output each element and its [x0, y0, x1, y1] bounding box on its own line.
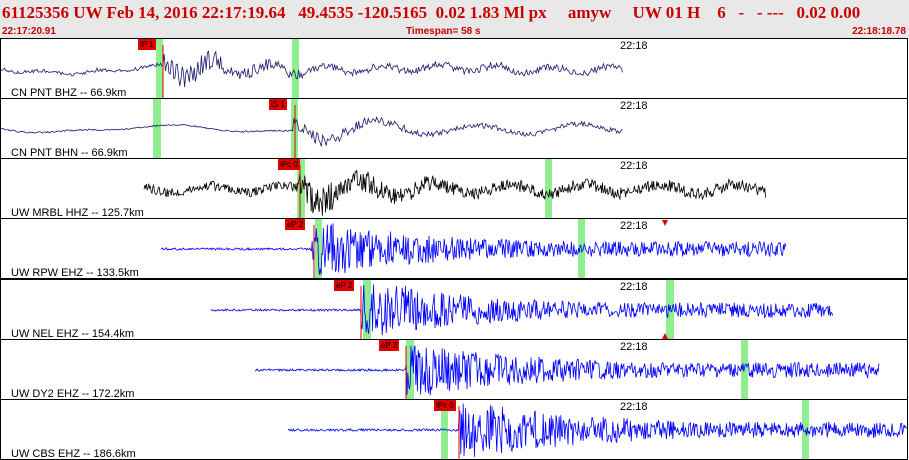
time-tick-label: 22:18 — [620, 40, 648, 52]
waveform-plot — [1, 99, 623, 158]
timespan-label: Timespan= 58 s — [406, 26, 481, 37]
pick-window — [406, 340, 414, 399]
end-time: 22:18:18.78 — [852, 26, 906, 37]
waveform-trace — [143, 169, 766, 216]
pick-window — [545, 159, 552, 218]
time-tick-label: 22:18 — [620, 341, 648, 353]
channel-label: CN PNT BHN -- 66.9km — [11, 147, 128, 159]
trace-panel[interactable]: eP 2 22:18 UW DY2 EHZ -- 172.2km — [0, 339, 908, 400]
phase-pick-label[interactable]: eP 2 — [379, 340, 400, 351]
phase-pick-label[interactable]: iPc 0 — [434, 400, 456, 411]
pick-window — [666, 280, 674, 339]
phase-pick-label[interactable]: iS 1 — [269, 99, 287, 110]
trace-panel[interactable]: iP 1 22:18 CN PNT BHZ -- 66.9km — [0, 38, 908, 99]
phase-pick-label[interactable]: eP 2 — [285, 219, 306, 230]
time-axis-bar: 22:17:20.91 Timespan= 58 s 22:18:18.78 — [0, 26, 909, 38]
pick-window — [363, 280, 371, 339]
trace-panel[interactable]: iS 1 22:18 CN PNT BHN -- 66.9km — [0, 98, 908, 159]
pick-window — [292, 39, 299, 98]
waveform-plot — [160, 219, 787, 278]
channel-label: UW DY2 EHZ -- 172.2km — [11, 388, 135, 400]
marker-up-icon — [662, 333, 668, 339]
waveform-trace — [1, 50, 623, 88]
pick-window — [802, 400, 809, 459]
channel-label: CN PNT BHZ -- 66.9km — [11, 87, 127, 99]
waveform-plot — [143, 159, 766, 218]
channel-label: UW NEL EHZ -- 154.4km — [11, 328, 135, 340]
trace-panel[interactable]: iPc 0 22:18 UW MRBL HHZ -- 125.7km — [0, 158, 908, 219]
waveform-trace — [1, 116, 623, 147]
channel-label: UW CBS EHZ -- 186.6km — [11, 448, 136, 460]
waveform-trace — [254, 345, 880, 396]
waveform-plot — [210, 280, 833, 339]
time-tick-label: 22:18 — [620, 220, 648, 232]
time-tick-label: 22:18 — [620, 160, 648, 172]
trace-panel[interactable]: eP 2 22:18 UW RPW EHZ -- 133.5km — [0, 218, 908, 279]
waveform-plot — [287, 400, 907, 459]
time-tick-label: 22:18 — [620, 281, 648, 293]
waveform-plot — [1, 39, 623, 98]
phase-pick-label[interactable]: eP 2 — [334, 280, 355, 291]
phase-pick-label[interactable]: iPc 0 — [278, 159, 300, 170]
waveform-trace — [287, 403, 907, 457]
waveform-trace — [160, 223, 787, 275]
channel-label: UW MRBL HHZ -- 125.7km — [11, 207, 144, 219]
start-time: 22:17:20.91 — [2, 26, 56, 37]
waveform-trace — [210, 284, 833, 336]
trace-panel[interactable]: iPc 0 22:18 UW CBS EHZ -- 186.6km — [0, 399, 908, 460]
time-tick-label: 22:18 — [620, 100, 648, 112]
time-tick-label: 22:18 — [620, 401, 648, 413]
title-bar: 61125356 UW Feb 14, 2016 22:17:19.64 49.… — [0, 0, 909, 26]
trace-panel[interactable]: eP 2 22:18 UW NEL EHZ -- 154.4km — [0, 279, 908, 340]
seismogram-area[interactable]: iP 1 22:18 CN PNT BHZ -- 66.9km iS 1 22:18 CN… — [0, 38, 909, 460]
waveform-plot — [254, 340, 880, 399]
pick-window — [156, 39, 163, 98]
channel-label: UW RPW EHZ -- 133.5km — [11, 267, 139, 279]
marker-down-icon — [662, 220, 668, 226]
phase-pick-label[interactable]: iP 1 — [138, 39, 156, 50]
pick-window — [153, 99, 161, 158]
event-title: 61125356 UW Feb 14, 2016 22:17:19.64 49.… — [2, 3, 861, 22]
